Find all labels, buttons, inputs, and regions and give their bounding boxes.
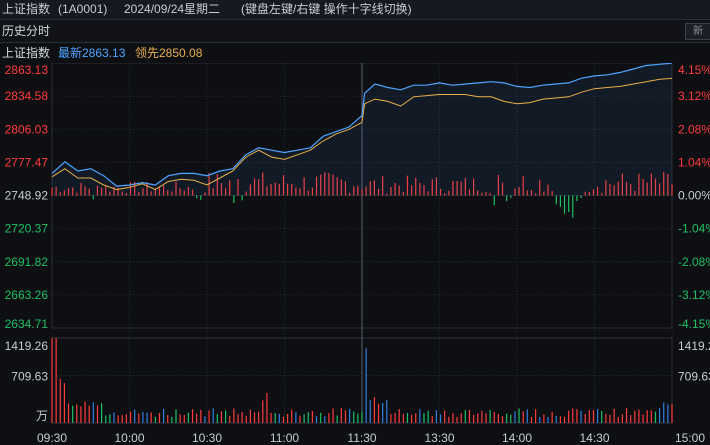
volume-tick-label-right: 1419.26 (678, 339, 710, 353)
leading-line (51, 77, 673, 191)
price-line (51, 63, 673, 187)
percent-tick-label: -2.08% (678, 255, 710, 269)
index-code: (1A0001) (58, 2, 108, 16)
time-tick-label: 13:30 (424, 431, 454, 445)
percent-tick-label: 1.04% (678, 155, 710, 169)
time-tick-label: 10:30 (192, 431, 222, 445)
keyboard-hint: (键盘左键/右键 操作十字线切换) (241, 2, 412, 16)
time-tick-label: 11:30 (347, 431, 376, 445)
percent-tick-label: 2.08% (678, 122, 710, 136)
intraday-chart[interactable]: 2863.13 2834.58 2806.03 2777.47 2748.92 2720.… (0, 63, 710, 445)
price-tick-label: 2691.82 (5, 255, 49, 269)
price-tick-label: 2777.47 (5, 155, 49, 169)
price-tick-label: 2806.03 (5, 122, 49, 136)
side-refresh-button[interactable]: 新 (685, 23, 710, 40)
leading-value: 2850.08 (159, 46, 203, 60)
percent-tick-label: 0.00% (678, 189, 710, 203)
volume-tick-label: 1419.26 (5, 339, 49, 353)
time-tick-label: 14:30 (579, 431, 609, 445)
window-title-bar: 上证指数 (1A0001) 2024/09/24星期二 (键盘左键/右键 操作十… (0, 0, 710, 20)
volume-tick-label: 709.63 (11, 370, 48, 384)
price-tick-label: 2748.92 (5, 189, 49, 203)
tab-history-intraday[interactable]: 历史分时 (2, 24, 51, 38)
percent-tick-label: 3.12% (678, 89, 710, 103)
price-tick-label: 2863.13 (5, 63, 49, 77)
volume-tick-label-right: 709.63 (678, 370, 710, 384)
time-tick-label: 11:00 (270, 431, 299, 445)
info-index-name: 上证指数 (2, 46, 51, 60)
time-tick-label: 09:30 (37, 431, 67, 445)
axis-labels: 2863.13 2834.58 2806.03 2777.47 2748.92 2720.… (5, 63, 710, 445)
time-tick-label: 14:00 (502, 431, 532, 445)
percent-tick-label: -1.04% (678, 222, 710, 236)
price-tick-label: 2834.58 (5, 89, 49, 103)
index-name: 上证指数 (2, 2, 51, 16)
percent-tick-label: -4.15% (678, 317, 710, 331)
price-area-fill (52, 63, 672, 196)
quote-info-bar: 上证指数 最新 2863.13 领先 2850.08 (0, 43, 710, 63)
time-tick-label: 10:00 (114, 431, 144, 445)
volume-unit-label: 万 (36, 409, 48, 423)
time-tick-label: 15:00 (675, 431, 705, 445)
change-bars (51, 172, 673, 218)
chart-date: 2024/09/24星期二 (124, 2, 221, 16)
price-tick-label: 2720.37 (5, 222, 49, 236)
toolbar: 历史分时 新 (0, 20, 710, 43)
latest-value: 2863.13 (82, 46, 126, 60)
percent-tick-label: -3.12% (678, 288, 710, 302)
price-tick-label: 2634.71 (5, 317, 49, 331)
price-tick-label: 2663.26 (5, 288, 49, 302)
leading-label: 领先 (135, 46, 160, 60)
latest-label: 最新 (58, 46, 83, 60)
percent-tick-label: 4.15% (678, 63, 710, 77)
volume-bars (51, 338, 673, 423)
